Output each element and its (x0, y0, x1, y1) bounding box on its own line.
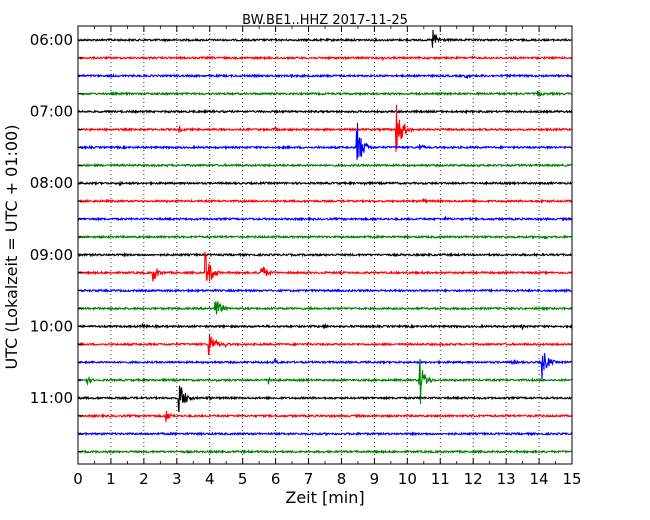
y-axis-label: UTC (Lokalzeit = UTC + 01:00) (2, 125, 21, 370)
x-tick-label: 13 (497, 470, 516, 488)
trace-line (77, 300, 573, 315)
x-tick-label: 7 (304, 470, 314, 488)
trace-line (77, 90, 573, 97)
y-tick-label: 10:00 (30, 317, 73, 335)
chart-title: BW.BE1..HHZ 2017-11-25 (242, 13, 408, 28)
trace-line (77, 287, 573, 294)
x-tick-label: 8 (337, 470, 347, 488)
x-tick-label: 4 (205, 470, 215, 488)
trace-line (77, 333, 573, 355)
x-tick-label: 5 (238, 470, 248, 488)
y-tick-label: 08:00 (30, 174, 73, 192)
trace-line (77, 108, 573, 115)
x-tick-label: 6 (271, 470, 281, 488)
trace-line (77, 449, 573, 455)
x-tick-label: 1 (106, 470, 116, 488)
x-tick-label: 2 (139, 470, 149, 488)
x-tick-label: 12 (464, 470, 483, 488)
trace-line (77, 55, 573, 62)
trace-line (77, 322, 573, 331)
x-tick-labels: 0 1 2 3 4 5 6 7 8 9 10 11 12 13 14 15 (73, 470, 581, 488)
trace-line (77, 215, 573, 222)
trace-line (77, 410, 573, 423)
x-tick-label: 0 (73, 470, 83, 488)
trace-line (77, 251, 573, 258)
x-axis-label: Zeit [min] (285, 488, 364, 507)
trace-line (77, 29, 573, 48)
x-tick-label: 3 (172, 470, 182, 488)
y-tick-label: 06:00 (30, 31, 73, 49)
trace-line (77, 251, 573, 282)
y-tick-label: 09:00 (30, 246, 73, 264)
x-tick-label: 10 (398, 470, 417, 488)
y-tick-label: 07:00 (30, 103, 73, 121)
trace-line (77, 104, 573, 152)
trace-line (77, 353, 573, 382)
trace-lines (77, 29, 573, 455)
x-tick-label: 11 (431, 470, 450, 488)
trace-line (77, 385, 573, 413)
trace-line (77, 73, 573, 80)
trace-line (77, 358, 573, 405)
trace-line (77, 197, 573, 205)
trace-line (77, 162, 573, 168)
y-tick-labels: 06:00 07:00 08:00 09:00 10:00 11:00 (30, 31, 83, 453)
x-tick-label: 9 (370, 470, 380, 488)
x-tick-label: 15 (562, 470, 581, 488)
trace-line (77, 234, 573, 240)
trace-line (77, 122, 573, 160)
trace-line (77, 180, 573, 187)
trace-line (77, 430, 573, 437)
plot-frame (77, 25, 573, 465)
x-tick-label: 14 (530, 470, 549, 488)
y-tick-label: 11:00 (30, 389, 73, 407)
